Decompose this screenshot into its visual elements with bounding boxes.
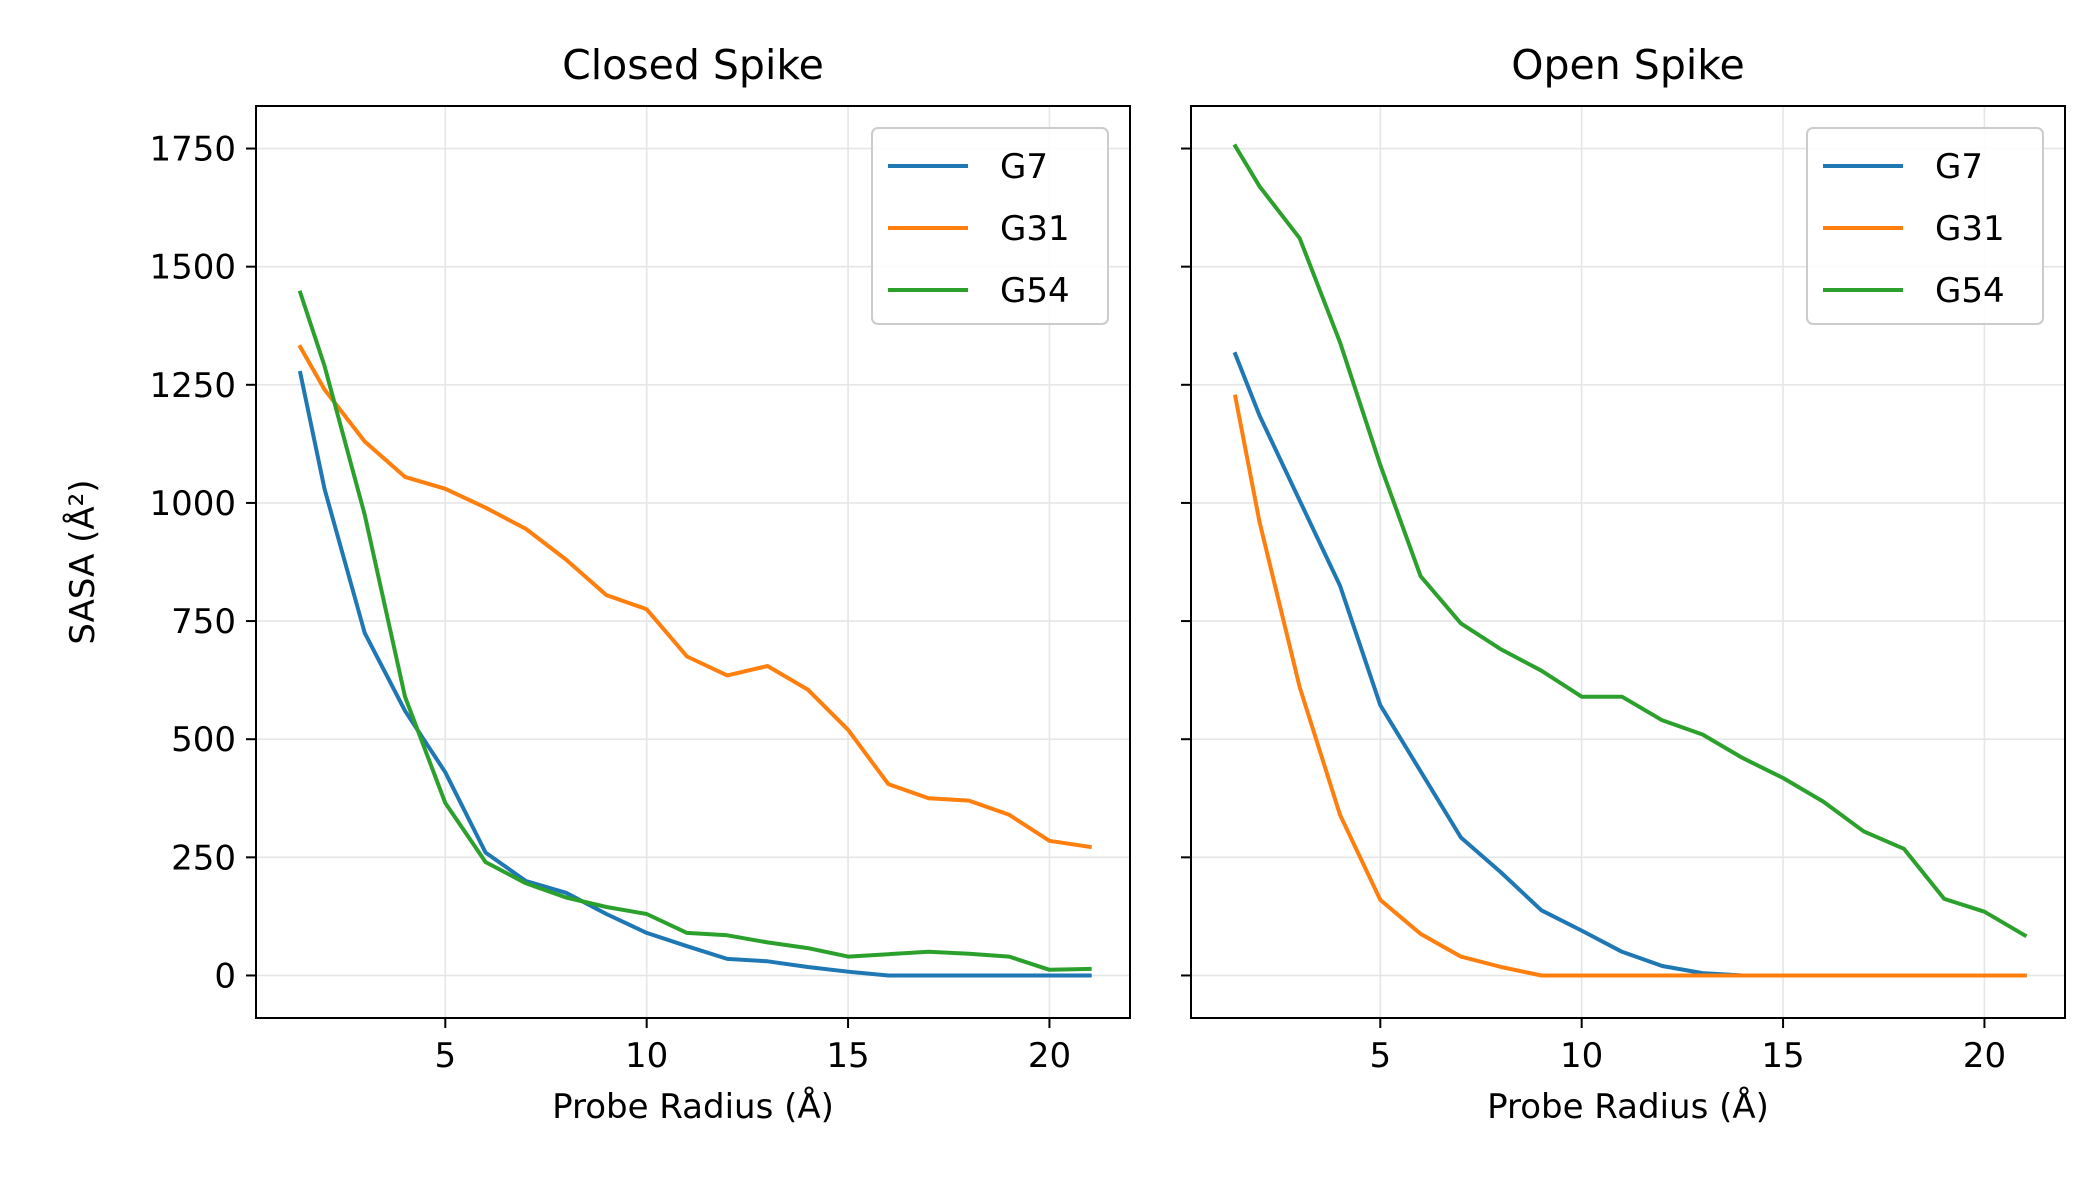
legend-label-g7: G7 bbox=[1935, 147, 1983, 187]
y-tick-label: 1250 bbox=[149, 366, 236, 406]
x-tick-label: 10 bbox=[1560, 1036, 1603, 1076]
y-tick-label: 500 bbox=[171, 720, 236, 760]
y-axis-label: SASA (Å²) bbox=[62, 479, 103, 644]
x-tick-label: 20 bbox=[1963, 1036, 2006, 1076]
panel-closed-spike: 5 10 15 20 0 250 500 750 1000 1250 1500 1750 Closed … bbox=[62, 41, 1131, 1127]
legend-label-g31: G31 bbox=[1935, 209, 2005, 249]
y-tick-label: 250 bbox=[171, 838, 236, 878]
panel-title-closed-spike: Closed Spike bbox=[562, 41, 824, 89]
y-tick-label: 1500 bbox=[149, 248, 236, 288]
legend-label-g54: G54 bbox=[1935, 271, 2005, 311]
series-line-g7 bbox=[297, 370, 1092, 978]
x-tick-label: 20 bbox=[1028, 1036, 1071, 1076]
y-tick-label: 1000 bbox=[149, 484, 236, 524]
plot-frame bbox=[1190, 105, 2066, 1019]
legend-box bbox=[871, 127, 1109, 325]
panel-open-spike: 5 10 15 20 Open Spike Probe Radius (Å) G7 G31 G5… bbox=[1181, 41, 2066, 1127]
series-line-g54 bbox=[297, 290, 1092, 972]
plot-frame bbox=[255, 105, 1131, 1019]
y-tick-label: 1750 bbox=[149, 130, 236, 170]
y-tick-label: 750 bbox=[171, 602, 236, 642]
x-tick-label: 15 bbox=[1761, 1036, 1804, 1076]
x-tick-label: 15 bbox=[826, 1036, 869, 1076]
legend-box bbox=[1806, 127, 2044, 325]
x-tick-label: 10 bbox=[625, 1036, 668, 1076]
x-axis-label: Probe Radius (Å) bbox=[552, 1086, 834, 1127]
x-axis-label: Probe Radius (Å) bbox=[1487, 1086, 1769, 1127]
series-line-g31 bbox=[1232, 394, 2027, 978]
series-line-g7 bbox=[1232, 351, 2027, 978]
y-tick-label: 0 bbox=[214, 956, 236, 996]
legend-label-g31: G31 bbox=[1000, 209, 1070, 249]
series-line-g31 bbox=[297, 344, 1092, 850]
panel-title-open-spike: Open Spike bbox=[1511, 41, 1745, 89]
legend-label-g54: G54 bbox=[1000, 271, 1070, 311]
series-line-g54 bbox=[1232, 143, 2028, 939]
x-tick-label: 5 bbox=[1369, 1036, 1391, 1076]
legend-label-g7: G7 bbox=[1000, 147, 1048, 187]
x-tick-label: 5 bbox=[434, 1036, 456, 1076]
